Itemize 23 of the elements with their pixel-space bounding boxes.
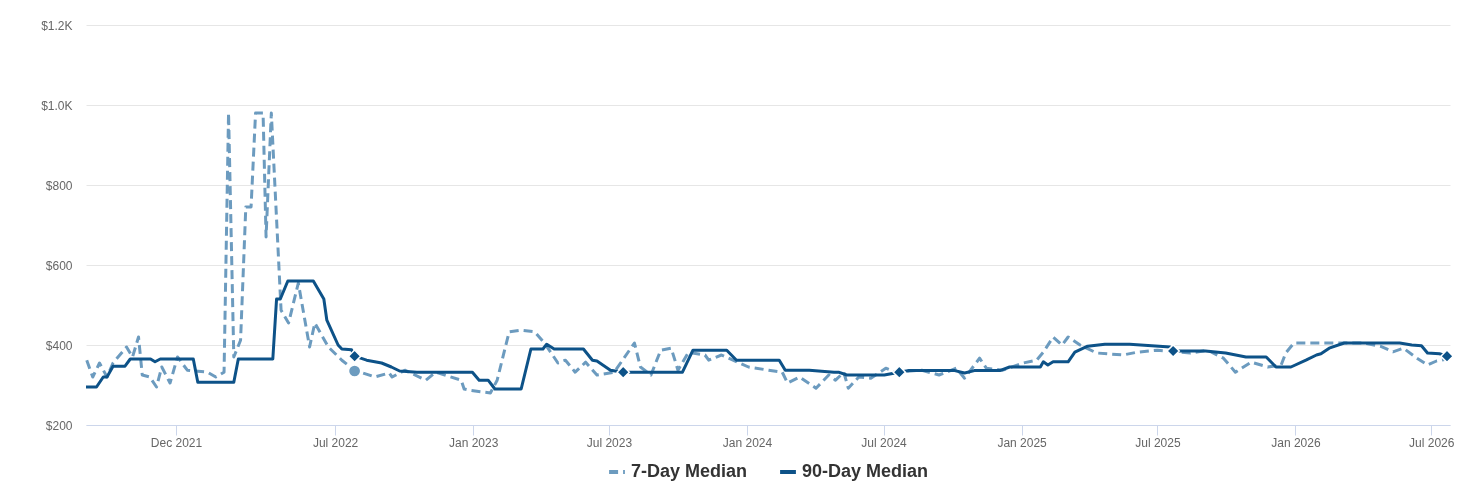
x-tick-label: Jan 2023: [448, 435, 499, 450]
point: [347, 364, 362, 378]
point: [616, 365, 631, 380]
y-tick-label: $600: [45, 258, 73, 273]
y-tick-label: $1.2K: [41, 18, 73, 33]
x-tick-label: Dec 2021: [150, 435, 203, 450]
x-tick-label: Jan 2025: [997, 435, 1048, 450]
x-tick-label: Jul 2022: [312, 435, 359, 450]
legend-label: 7-Day Median: [631, 461, 748, 481]
x-tick-label: Jul 2026: [1409, 435, 1455, 450]
y-tick-label: $400: [45, 338, 73, 353]
point: [892, 365, 907, 380]
x-tick-label: Jul 2023: [586, 435, 633, 450]
point: [347, 349, 362, 364]
y-tick-label: $200: [45, 418, 73, 433]
y-tick-label: $1.0K: [41, 98, 73, 113]
x-tick-label: Jan 2026: [1271, 435, 1321, 450]
x-tick-label: Jan 2024: [722, 435, 773, 450]
x-tick-label: Jul 2025: [1135, 435, 1181, 450]
y-tick-label: $800: [45, 178, 73, 193]
point: [1166, 344, 1181, 358]
x-tick-label: Jul 2024: [861, 435, 908, 450]
legend-label: 90-Day Median: [802, 461, 929, 481]
